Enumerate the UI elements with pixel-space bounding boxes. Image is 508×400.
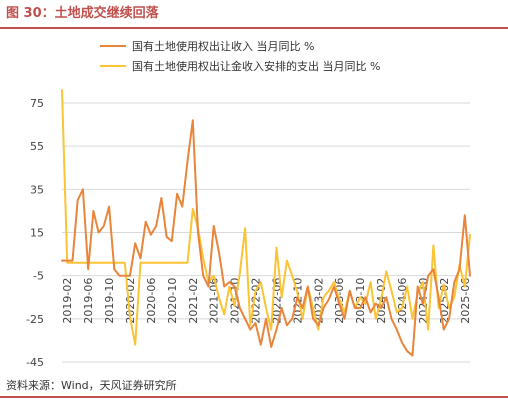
line-chart: 国有土地使用权出让收入 当月同比 % 国有土地使用权出让金收入安排的支出 当月同比… [26,39,472,369]
y-tick-label: 35 [30,183,44,196]
legend-label-1: 国有土地使用权出让收入 当月同比 % [132,39,314,53]
x-tick-label: 2021-02 [187,278,200,324]
grid-lines [62,102,470,363]
y-tick-label: 55 [30,140,44,153]
source-note: 资料来源：Wind，天风证券研究所 [6,379,177,392]
y-tick-label: 75 [30,97,44,110]
x-tick-label: 2020-06 [145,278,158,324]
legend: 国有土地使用权出让收入 当月同比 % 国有土地使用权出让金收入安排的支出 当月同比… [100,39,380,73]
y-tick-label: -45 [26,356,44,369]
y-tick-label: 15 [30,227,44,240]
y-axis: 75 55 35 15 -5 -25 -45 [26,97,44,369]
x-tick-label: 2024-06 [396,278,409,324]
legend-label-2: 国有土地使用权出让金收入安排的支出 当月同比 % [132,59,380,73]
x-tick-label: 2020-10 [166,278,179,324]
title-rule [0,27,508,29]
x-tick-label: 2019-02 [61,278,74,324]
figure-title: 图 30：土地成交继续回落 [6,6,159,21]
x-tick-label: 2019-06 [82,278,95,324]
series-line-1 [61,119,471,357]
x-tick-label: 2025-06 [459,278,472,324]
y-tick-label: -25 [26,313,44,326]
bottom-rule [0,396,508,398]
x-tick-label: 2019-10 [103,278,116,324]
y-tick-label: -5 [33,270,44,283]
series-line-2 [61,89,471,346]
plot-area [61,89,471,357]
x-tick-label: 2023-10 [354,278,367,324]
